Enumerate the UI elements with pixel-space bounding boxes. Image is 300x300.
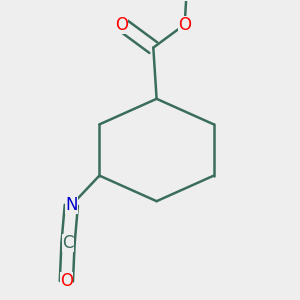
Text: N: N <box>65 196 78 214</box>
Text: O: O <box>60 272 73 290</box>
Text: C: C <box>62 234 74 252</box>
Text: O: O <box>178 16 191 34</box>
Text: O: O <box>116 16 128 34</box>
